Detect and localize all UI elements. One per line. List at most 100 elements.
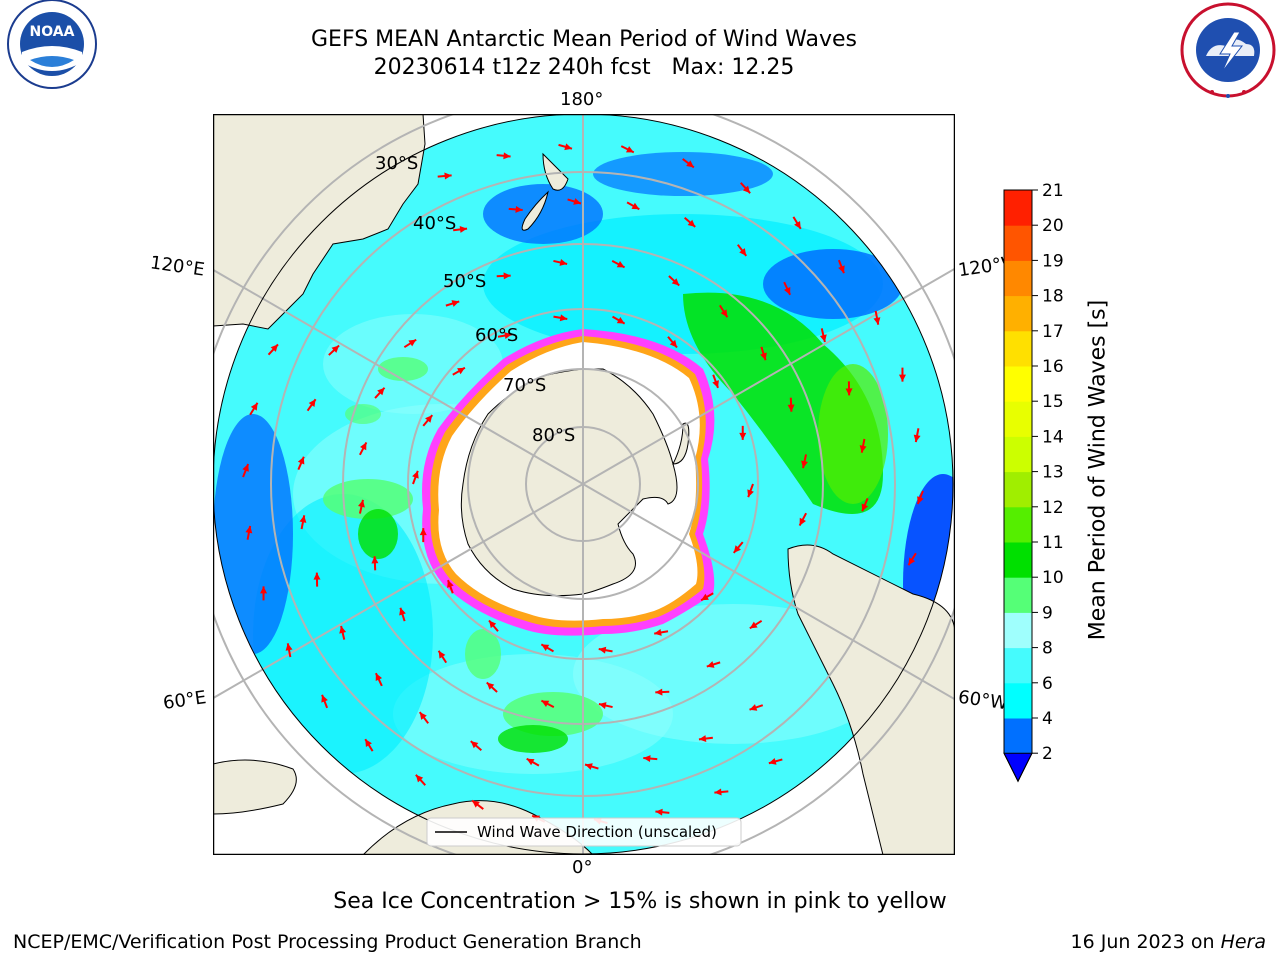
colorbar-cell: [1004, 401, 1032, 437]
lon-label-60e: 60°E: [161, 687, 208, 714]
colorbar-tick-label: 9: [1042, 603, 1053, 623]
lat-label-30s: 30°S: [375, 153, 418, 174]
wind-arrow-head: [377, 387, 385, 396]
australia-land: [213, 114, 426, 330]
chart-subtitle: 20230614 t12z 240h fcst Max: 12.25: [373, 55, 795, 80]
wind-arrow-head: [371, 556, 379, 564]
wind-arrow-head: [299, 515, 307, 523]
nws-logo: [1180, 2, 1276, 98]
wind-arrow-head: [504, 332, 512, 340]
footer-date: 16 Jun 2023 on Hera: [1071, 931, 1266, 953]
lat-label-60s: 60°S: [475, 325, 518, 346]
wind-arrow-head: [598, 702, 607, 709]
wind-arrow-head: [585, 763, 593, 770]
antarctic-peninsula: [672, 422, 690, 465]
wind-arrow-head: [749, 704, 758, 711]
wind-arrow-head: [321, 694, 328, 703]
colorbar-tick-label: 8: [1042, 639, 1053, 659]
colorbar-extend-arrow: [1003, 752, 1033, 783]
colorbar-tick-label: 16: [1042, 357, 1064, 377]
wind-arrow-head: [760, 352, 767, 361]
colorbar-tick-label: 14: [1042, 427, 1064, 447]
wind-arrow-head: [489, 620, 497, 629]
wind-arrow-head: [687, 219, 696, 227]
wind-arrow-head: [541, 700, 550, 707]
wind-arrow-head: [375, 673, 383, 682]
wind-arrow-head: [706, 661, 715, 668]
wind-arrow-head: [783, 286, 791, 295]
graticule: [213, 114, 955, 855]
wind-arrow-head: [801, 460, 808, 469]
wind-arrow-head: [564, 143, 573, 151]
wind-arrow-head: [415, 774, 424, 783]
wind-arrow-head: [270, 344, 278, 352]
colorbar-tick-label: 20: [1042, 216, 1064, 236]
colorbar-cell: [1004, 190, 1032, 226]
wind-arrow-head: [526, 758, 535, 766]
footer-host: Hera: [1220, 931, 1266, 953]
wind-arrow-head: [819, 334, 827, 342]
wind-arrow-head: [360, 442, 367, 451]
wind-arrow-head: [559, 259, 568, 266]
colorbar-cell: [1004, 330, 1032, 367]
colorbar-tick-label: 2: [1042, 744, 1053, 764]
colorbar-tick-label: 4: [1042, 709, 1053, 729]
lat-label-50s: 50°S: [443, 271, 486, 292]
wind-arrow-head: [598, 646, 607, 654]
lat-label-70s: 70°S: [503, 375, 546, 396]
wind-arrow-head: [859, 445, 867, 453]
wind-arrow-head: [399, 607, 406, 616]
wind-arrow-head: [438, 650, 446, 659]
wind-arrow-head: [515, 205, 523, 213]
wind-arrow-head: [787, 404, 795, 412]
wind-arrow-head: [419, 712, 427, 720]
wind-arrow-head: [616, 261, 625, 268]
wind-arrow-head: [616, 317, 625, 324]
wind-arrow-head: [419, 528, 427, 536]
wind-arrows: [242, 143, 924, 825]
wind-arrow-head: [358, 499, 365, 508]
lat-label-80s: 80°S: [532, 425, 575, 446]
wind-arrow-head: [701, 593, 709, 601]
wind-arrow-head: [559, 314, 568, 322]
wind-arrow-head: [313, 572, 321, 580]
wind-arrow-head: [686, 160, 694, 168]
colorbar-cell: [1004, 612, 1032, 649]
wind-arrow-head: [698, 735, 707, 743]
wind-arrow-head: [365, 739, 372, 747]
wind-arrow-head: [838, 265, 845, 274]
wind-arrow-head: [486, 682, 495, 690]
wind-arrow-head: [472, 800, 480, 808]
footer-date-text: 16 Jun 2023 on: [1070, 931, 1221, 953]
wind-arrow-head: [898, 374, 906, 382]
wind-arrow-head: [331, 345, 340, 353]
wind-arrow-head: [861, 503, 869, 512]
wind-arrow-head: [444, 172, 452, 180]
lon-label-120e: 120°E: [148, 252, 206, 281]
lat-label-40s: 40°S: [413, 213, 456, 234]
wind-arrow-head: [908, 557, 916, 566]
colorbar-tick-label: 21: [1042, 181, 1064, 201]
colorbar-tick-label: 6: [1042, 674, 1053, 694]
wind-arrow-head: [733, 545, 741, 553]
wind-arrow-head: [631, 202, 640, 210]
wind-arrow-head: [451, 300, 460, 307]
wind-arrow-head: [245, 525, 253, 534]
wind-arrow-head: [503, 272, 511, 280]
wind-arrow-head: [720, 309, 728, 318]
colorbar-cell: [1004, 577, 1032, 613]
wind-arrow-head: [712, 380, 719, 388]
colorbar-cell: [1004, 471, 1032, 508]
colorbar-cell: [1004, 295, 1032, 332]
wind-arrow-head: [669, 339, 677, 348]
wind-arrow-head: [742, 185, 751, 194]
chart-title: GEFS MEAN Antarctic Mean Period of Wind …: [311, 27, 857, 52]
wind-arrow-head: [655, 688, 663, 696]
wind-arrow-head: [573, 198, 581, 205]
wind-arrow-head: [845, 388, 853, 396]
wind-arrow-head: [799, 517, 806, 526]
wind-arrow-head: [250, 402, 258, 411]
wind-arrow-head: [714, 788, 722, 796]
new-zealand-south: [521, 190, 549, 231]
madagascar-land: [213, 759, 297, 815]
